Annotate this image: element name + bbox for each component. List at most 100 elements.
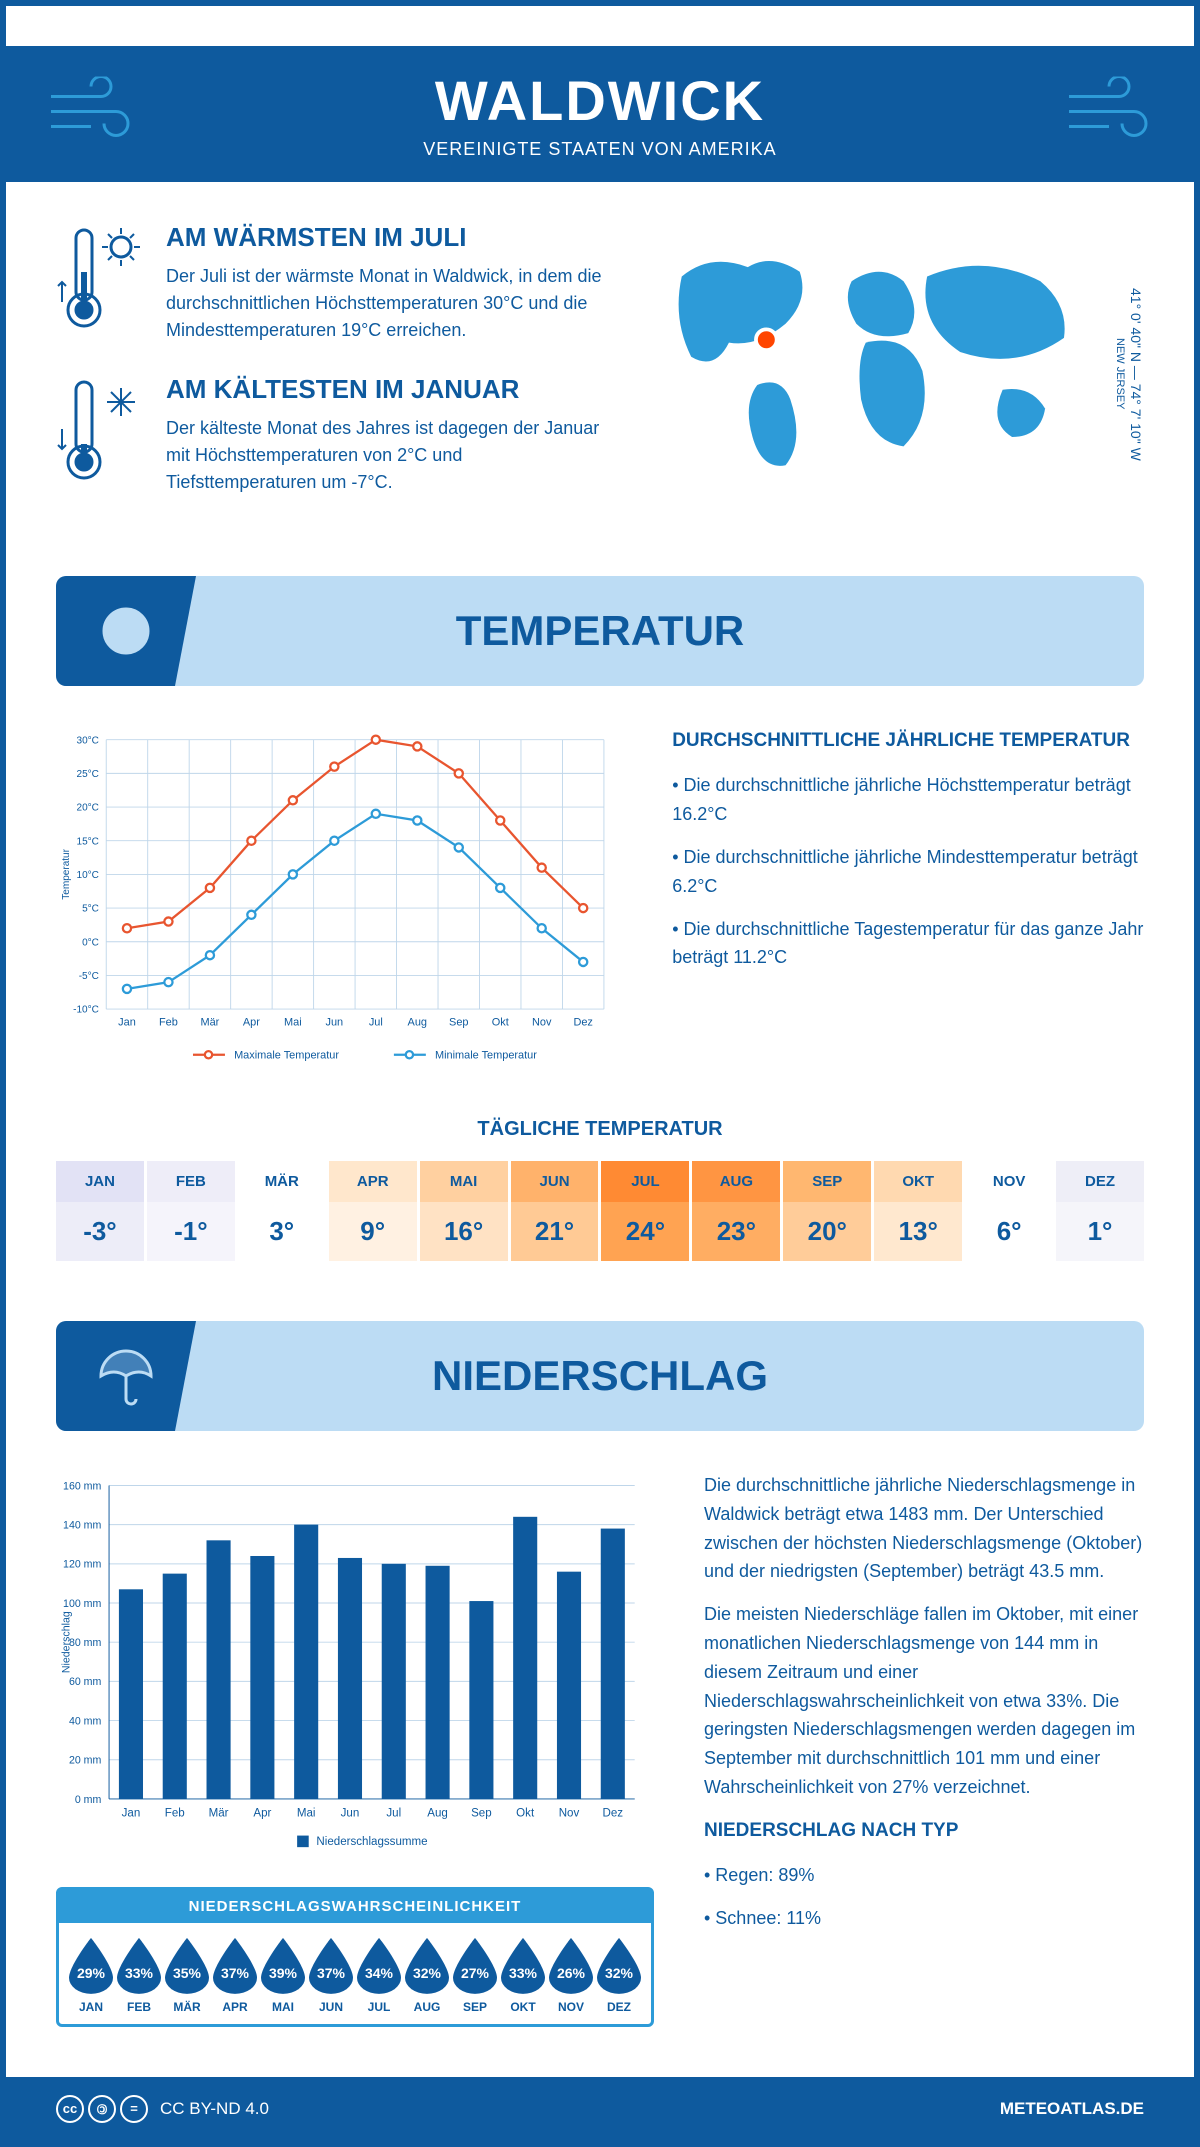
probability-drop: 27%SEP — [453, 1938, 497, 2014]
svg-text:Jun: Jun — [341, 1807, 360, 1819]
daily-temperature-table: JAN-3°FEB-1°MÄR3°APR9°MAI16°JUN21°JUL24°… — [56, 1161, 1144, 1261]
svg-text:-10°C: -10°C — [73, 1005, 99, 1016]
precipitation-summary: Die durchschnittliche jährliche Niedersc… — [704, 1471, 1144, 2027]
temperature-title: TEMPERATUR — [196, 607, 1144, 655]
svg-text:10°C: 10°C — [77, 870, 99, 881]
svg-text:Jun: Jun — [326, 1017, 344, 1029]
svg-text:Mär: Mär — [209, 1807, 229, 1819]
svg-text:Okt: Okt — [492, 1017, 509, 1029]
probability-drop: 32%AUG — [405, 1938, 449, 2014]
svg-text:Sep: Sep — [449, 1017, 468, 1029]
svg-text:Jul: Jul — [369, 1017, 383, 1029]
svg-text:20°C: 20°C — [77, 803, 99, 814]
header-banner: WALDWICK VEREINIGTE STAATEN VON AMERIKA — [6, 46, 1194, 182]
probability-drop: 37%APR — [213, 1938, 257, 2014]
warmest-fact: AM WÄRMSTEN IM JULI Der Juli ist der wär… — [56, 222, 604, 344]
svg-text:Feb: Feb — [165, 1807, 185, 1819]
svg-text:0°C: 0°C — [82, 937, 99, 948]
thermometer-sun-icon — [56, 222, 146, 332]
svg-text:160 mm: 160 mm — [63, 1480, 101, 1492]
svg-text:20 mm: 20 mm — [69, 1755, 102, 1767]
probability-drop: 29%JAN — [69, 1938, 113, 2014]
coldest-fact: AM KÄLTESTEN IM JANUAR Der kälteste Mona… — [56, 374, 604, 496]
precipitation-bar-chart: 0 mm 20 mm 40 mm 60 mm 80 mm 100 mm 120 mm 140 … — [56, 1471, 654, 1857]
warmest-title: AM WÄRMSTEN IM JULI — [166, 222, 604, 253]
probability-drop: 35%MÄR — [165, 1938, 209, 2014]
svg-text:Mär: Mär — [200, 1017, 219, 1029]
world-map — [644, 222, 1097, 482]
svg-text:Temperatur: Temperatur — [61, 848, 72, 899]
svg-text:Okt: Okt — [516, 1807, 535, 1819]
temperature-line-chart: -10°C -5°C 0°C 5°C 10°C 15°C 20°C 25°C 30°C Jan Fe… — [56, 726, 622, 1073]
precipitation-title: NIEDERSCHLAG — [196, 1352, 1144, 1400]
svg-text:Nov: Nov — [532, 1017, 552, 1029]
svg-text:Minimale Temperatur: Minimale Temperatur — [435, 1049, 537, 1061]
probability-drop: 32%DEZ — [597, 1938, 641, 2014]
thermometer-snow-icon — [56, 374, 146, 484]
city-title: WALDWICK — [6, 68, 1194, 133]
temp-cell: AUG23° — [692, 1161, 780, 1261]
wind-icon — [46, 77, 136, 152]
temp-cell: SEP20° — [783, 1161, 871, 1261]
svg-text:0 mm: 0 mm — [75, 1794, 102, 1806]
temp-cell: JAN-3° — [56, 1161, 144, 1261]
wind-icon — [1064, 77, 1154, 152]
temp-cell: JUL24° — [601, 1161, 689, 1261]
svg-text:30°C: 30°C — [77, 735, 99, 746]
svg-text:Apr: Apr — [253, 1807, 271, 1819]
temp-cell: OKT13° — [874, 1161, 962, 1261]
svg-text:Aug: Aug — [408, 1017, 427, 1029]
svg-text:5°C: 5°C — [82, 904, 99, 915]
svg-text:120 mm: 120 mm — [63, 1559, 101, 1571]
svg-text:Feb: Feb — [159, 1017, 178, 1029]
daily-temp-title: TÄGLICHE TEMPERATUR — [56, 1118, 1144, 1141]
footer: cc🄯= CC BY-ND 4.0 METEOATLAS.DE — [6, 2077, 1194, 2141]
temp-cell: MÄR3° — [238, 1161, 326, 1261]
svg-text:140 mm: 140 mm — [63, 1520, 101, 1532]
svg-text:Dez: Dez — [573, 1017, 592, 1029]
warmest-text: Der Juli ist der wärmste Monat in Waldwi… — [166, 263, 604, 344]
svg-text:Jan: Jan — [122, 1807, 141, 1819]
probability-drop: 33%FEB — [117, 1938, 161, 2014]
temperature-banner: TEMPERATUR — [56, 576, 1144, 686]
svg-text:40 mm: 40 mm — [69, 1715, 102, 1727]
probability-drop: 26%NOV — [549, 1938, 593, 2014]
svg-text:Mai: Mai — [297, 1807, 316, 1819]
svg-text:Nov: Nov — [559, 1807, 580, 1819]
temp-cell: MAI16° — [420, 1161, 508, 1261]
svg-text:Aug: Aug — [427, 1807, 448, 1819]
temp-cell: JUN21° — [511, 1161, 599, 1261]
svg-text:Maximale Temperatur: Maximale Temperatur — [234, 1049, 339, 1061]
probability-drop: 33%OKT — [501, 1938, 545, 2014]
svg-text:Mai: Mai — [284, 1017, 302, 1029]
svg-text:25°C: 25°C — [77, 769, 99, 780]
site-credit: METEOATLAS.DE — [1000, 2099, 1144, 2119]
temp-cell: DEZ1° — [1056, 1161, 1144, 1261]
svg-text:Jul: Jul — [386, 1807, 401, 1819]
probability-drop: 39%MAI — [261, 1938, 305, 2014]
probability-drop: 37%JUN — [309, 1938, 353, 2014]
temp-cell: NOV6° — [965, 1161, 1053, 1261]
svg-text:15°C: 15°C — [77, 836, 99, 847]
coldest-title: AM KÄLTESTEN IM JANUAR — [166, 374, 604, 405]
precipitation-banner: NIEDERSCHLAG — [56, 1321, 1144, 1431]
precipitation-probability-box: NIEDERSCHLAGSWAHRSCHEINLICHKEIT 29%JAN33… — [56, 1887, 654, 2027]
temp-cell: FEB-1° — [147, 1161, 235, 1261]
svg-text:Jan: Jan — [118, 1017, 136, 1029]
country-subtitle: VEREINIGTE STAATEN VON AMERIKA — [6, 139, 1194, 160]
svg-text:80 mm: 80 mm — [69, 1637, 102, 1649]
temp-cell: APR9° — [329, 1161, 417, 1261]
svg-text:Niederschlagssumme: Niederschlagssumme — [316, 1836, 427, 1848]
sun-icon — [56, 576, 196, 686]
svg-text:Dez: Dez — [603, 1807, 624, 1819]
license-text: CC BY-ND 4.0 — [160, 2099, 269, 2119]
svg-text:60 mm: 60 mm — [69, 1676, 102, 1688]
svg-text:Sep: Sep — [471, 1807, 492, 1819]
coldest-text: Der kälteste Monat des Jahres ist dagege… — [166, 415, 604, 496]
svg-text:100 mm: 100 mm — [63, 1598, 101, 1610]
probability-drop: 34%JUL — [357, 1938, 401, 2014]
coordinates: 41° 0' 40" N — 74° 7' 10" WNEW JERSEY — [1112, 222, 1144, 526]
svg-text:Apr: Apr — [243, 1017, 260, 1029]
svg-text:-5°C: -5°C — [79, 971, 99, 982]
temperature-summary: DURCHSCHNITTLICHE JÄHRLICHE TEMPERATUR •… — [672, 726, 1144, 1078]
